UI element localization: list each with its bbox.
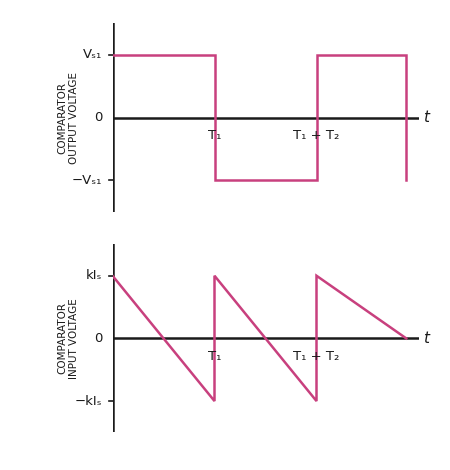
- Text: kIₛ: kIₛ: [86, 269, 102, 282]
- Text: T₁: T₁: [208, 129, 221, 142]
- Text: 0: 0: [94, 111, 102, 124]
- Text: −Vₛ₁: −Vₛ₁: [72, 174, 102, 187]
- Text: T₁ + T₂: T₁ + T₂: [293, 129, 340, 142]
- Text: Vₛ₁: Vₛ₁: [83, 48, 102, 61]
- Text: −kIₛ: −kIₛ: [75, 395, 102, 407]
- Y-axis label: COMPARATOR
INPUT VOLTAGE: COMPARATOR INPUT VOLTAGE: [57, 298, 79, 379]
- Text: 0: 0: [94, 332, 102, 345]
- Text: T₁: T₁: [208, 350, 221, 363]
- Text: T₁ + T₂: T₁ + T₂: [293, 350, 340, 363]
- Text: t: t: [423, 331, 428, 346]
- Text: t: t: [423, 110, 428, 125]
- Y-axis label: COMPARATOR
OUTPUT VOLTAGE: COMPARATOR OUTPUT VOLTAGE: [57, 71, 79, 164]
